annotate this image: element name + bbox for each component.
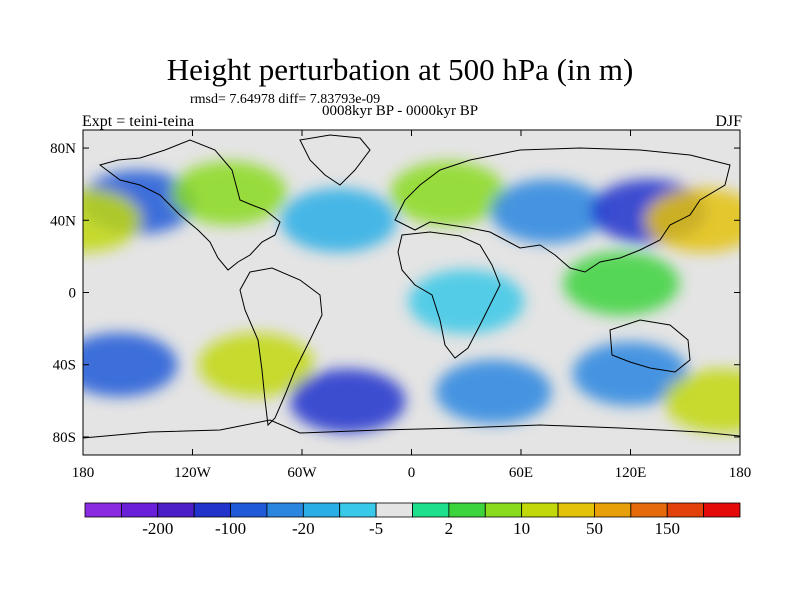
coastline-north-america (98, 139, 281, 271)
y-tick-label-3: 40S (53, 358, 76, 374)
x-tick-label-3: 0 (408, 465, 416, 481)
colorbar-box-2 (157, 502, 195, 518)
plot-frame (82, 129, 741, 456)
colorbar-box-8 (375, 502, 413, 518)
anomaly-15 (408, 269, 525, 334)
colorbar-box-9 (412, 502, 450, 518)
colorbar-label-3: -5 (369, 519, 383, 538)
colorbar-label-0: -200 (142, 519, 173, 538)
colorbar-label-5: 10 (513, 519, 530, 538)
anomaly-9 (198, 332, 315, 397)
x-tick-label-2: 60W (287, 465, 317, 481)
y-axis-labels: 80N 40N 0 40S 80S (50, 141, 76, 446)
anomaly-8 (83, 332, 178, 397)
colorbar-label-1: -100 (215, 519, 246, 538)
y-tick-label-2: 0 (69, 286, 77, 302)
colorbar-box-14 (594, 502, 632, 518)
season-label: DJF (715, 113, 742, 130)
colorbar-box-4 (230, 502, 268, 518)
colorbar-box-3 (193, 502, 231, 518)
y-axis-ticks (83, 147, 740, 438)
colorbar-box-0 (84, 502, 122, 518)
stats-line: rmsd= 7.64978 diff= 7.83793e-09 (190, 92, 381, 107)
coastline-africa (397, 231, 501, 359)
anomaly-field (83, 161, 740, 433)
colorbar-box-5 (266, 502, 304, 518)
coastline-greenland (299, 134, 371, 186)
colorbar-box-16 (666, 502, 705, 518)
anomaly-14 (563, 251, 680, 316)
period-label: 0008kyr BP - 0000kyr BP (322, 103, 479, 119)
coastline-antarctica (83, 419, 740, 439)
colorbar-box-13 (557, 502, 595, 518)
x-tick-label-4: 60E (509, 465, 533, 481)
colorbar (84, 502, 741, 518)
colorbar-box-11 (484, 502, 523, 518)
continent-outlines (83, 134, 740, 439)
x-axis-ticks (83, 130, 740, 455)
anomaly-5 (645, 188, 740, 253)
coastline-eurasia (394, 147, 731, 273)
x-tick-label-1: 120W (174, 465, 212, 481)
colorbar-label-4: 2 (445, 519, 454, 538)
map-plot-area (83, 130, 740, 455)
colorbar-box-1 (120, 502, 159, 518)
anomaly-3 (490, 179, 607, 244)
x-tick-label-6: 180 (729, 465, 752, 481)
anomaly-7 (280, 188, 397, 253)
anomaly-10 (289, 368, 406, 433)
y-tick-label-0: 80N (50, 141, 76, 157)
anomaly-12 (572, 341, 689, 406)
colorbar-label-2: -20 (292, 519, 315, 538)
colorbar-box-17 (703, 502, 741, 518)
y-tick-label-4: 80S (53, 430, 76, 446)
x-tick-label-0: 180 (72, 465, 95, 481)
anomaly-6 (83, 188, 141, 253)
chart-title: Height perturbation at 500 hPa (in m) (166, 52, 634, 87)
x-axis-labels: 180 120W 60W 0 60E 120E 180 (72, 465, 752, 481)
anomaly-11 (435, 359, 552, 424)
colorbar-box-10 (448, 502, 486, 518)
coastline-australia (609, 319, 691, 373)
anomaly-13 (663, 368, 740, 433)
colorbar-box-6 (302, 502, 341, 518)
anomaly-2 (171, 161, 287, 226)
coastline-south-america (239, 267, 323, 427)
colorbar-box-7 (339, 502, 377, 518)
anomaly-1 (390, 161, 506, 226)
colorbar-box-15 (630, 502, 668, 518)
experiment-label: Expt = teini-teina (82, 113, 195, 130)
x-tick-label-5: 120E (615, 465, 647, 481)
colorbar-label-6: 50 (586, 519, 603, 538)
colorbar-label-7: 150 (654, 519, 680, 538)
colorbar-labels: -200 -100 -20 -5 2 10 50 150 (142, 519, 680, 538)
colorbar-box-12 (521, 502, 559, 518)
y-tick-label-1: 40N (50, 213, 76, 229)
